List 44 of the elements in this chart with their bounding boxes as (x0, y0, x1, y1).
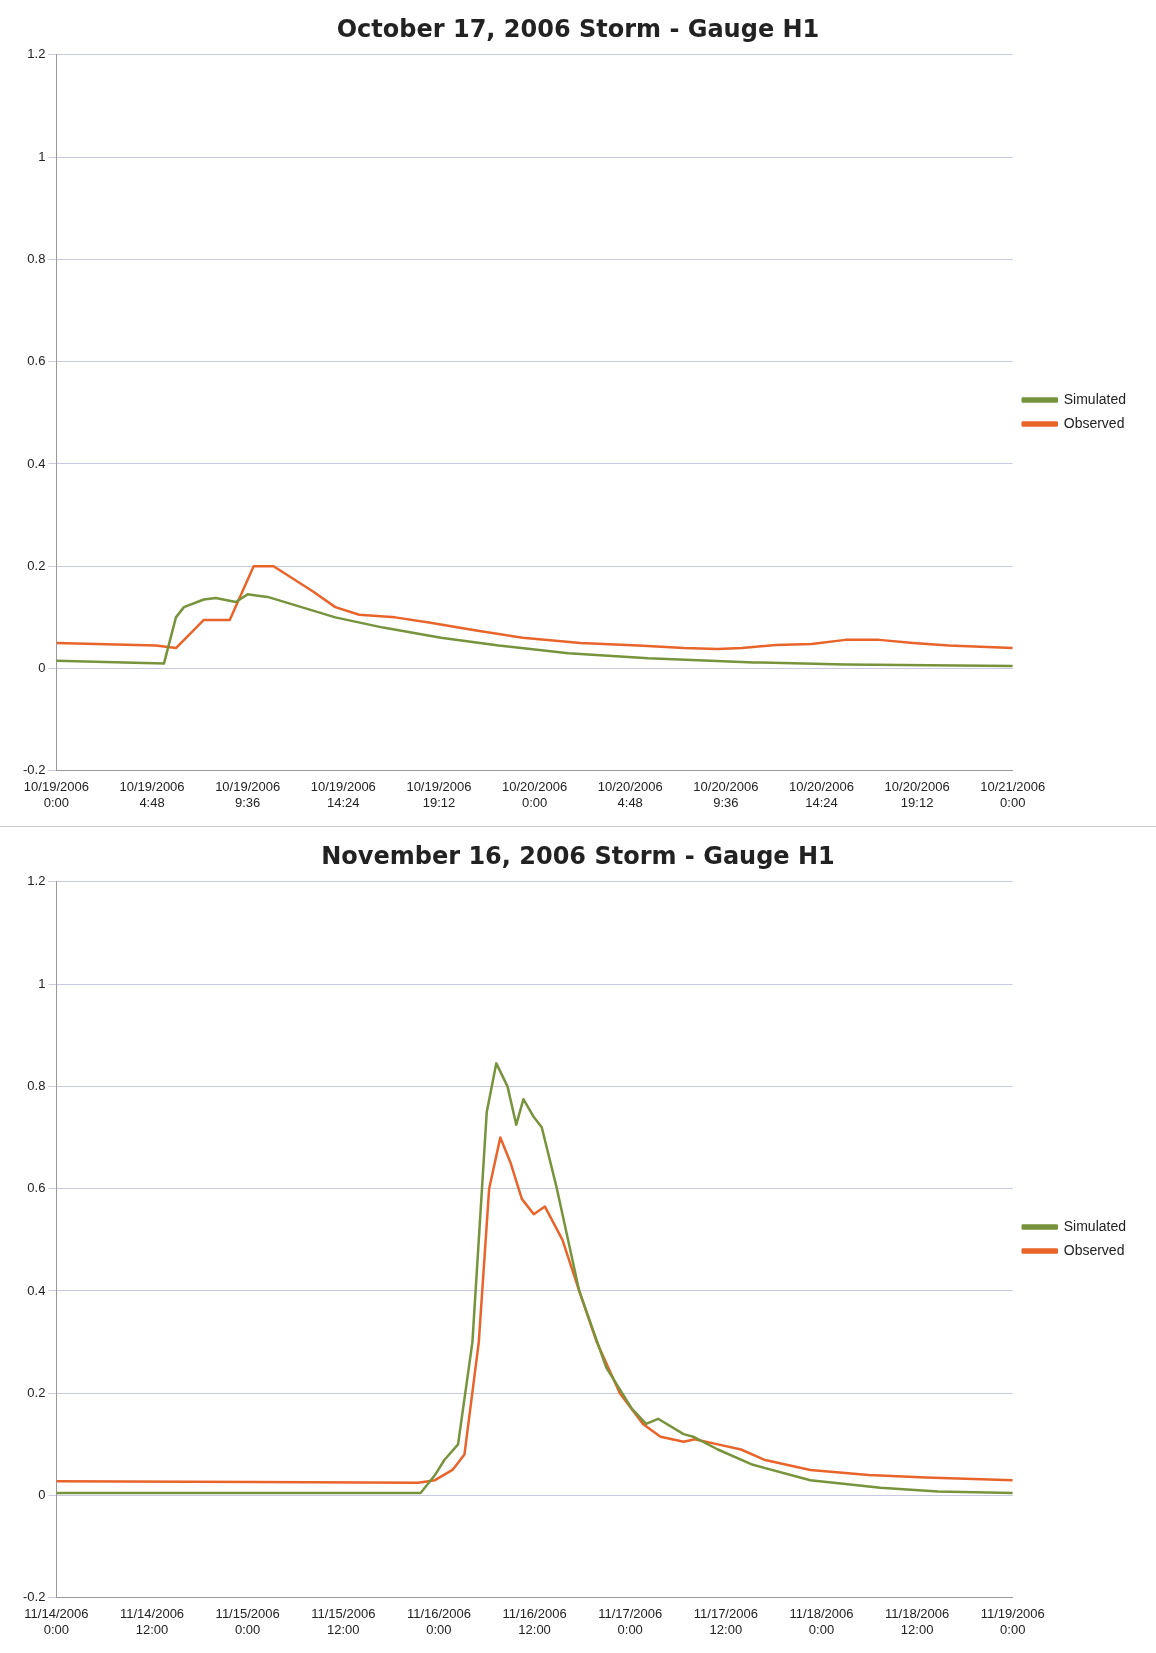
x-tick-label: 10/20/2006 4:48 (597, 779, 663, 810)
x-tick-label: 10/20/2006 14:24 (788, 779, 855, 810)
x-tick-label: 11/15/2006 12:00 (311, 1606, 376, 1637)
y-tick-label: 1.2 (27, 46, 46, 62)
y-tick-label: 0.2 (27, 1384, 46, 1400)
y-tick-label: 1 (38, 975, 46, 991)
chart-title: November 16, 2006 Storm - Gauge H1 (321, 841, 835, 870)
legend-label: Simulated (1063, 390, 1127, 407)
y-tick-label: -0.2 (22, 1589, 46, 1605)
legend-label: Observed (1063, 414, 1125, 431)
x-tick-label: 10/19/2006 19:12 (406, 779, 472, 810)
x-tick-label: 11/14/2006 12:00 (119, 1606, 185, 1637)
x-tick-label: 11/16/2006 0:00 (406, 1606, 471, 1637)
x-tick-label: 10/20/2006 9:36 (693, 779, 759, 810)
x-tick-label: 10/19/2006 14:24 (310, 779, 376, 810)
y-tick-label: 0.6 (27, 1180, 46, 1196)
x-tick-label: 10/20/2006 0:00 (502, 779, 568, 810)
y-tick-label: 1 (38, 148, 46, 164)
y-tick-label: 0 (38, 1487, 46, 1503)
x-tick-label: 11/14/2006 0:00 (24, 1606, 89, 1637)
y-tick-label: 0.8 (27, 250, 46, 266)
y-tick-label: 0.4 (27, 1282, 46, 1298)
x-tick-label: 10/21/2006 0:00 (980, 779, 1046, 810)
y-tick-label: 0 (38, 660, 46, 676)
x-tick-label: 11/18/2006 12:00 (885, 1606, 950, 1637)
x-tick-label: 10/19/2006 9:36 (215, 779, 281, 810)
y-tick-label: 0.4 (27, 455, 46, 471)
x-tick-label: 11/17/2006 12:00 (693, 1606, 758, 1637)
y-tick-label: 0.2 (27, 557, 46, 573)
x-tick-label: 11/18/2006 0:00 (789, 1606, 854, 1637)
y-tick-label: -0.2 (22, 762, 46, 778)
chart-title: October 17, 2006 Storm - Gauge H1 (336, 14, 820, 43)
x-tick-label: 10/19/2006 0:00 (23, 779, 89, 810)
legend-label: Observed (1063, 1241, 1125, 1258)
x-tick-label: 11/17/2006 0:00 (598, 1606, 663, 1637)
y-tick-label: 0.8 (27, 1077, 46, 1093)
x-tick-label: 11/16/2006 12:00 (502, 1606, 567, 1637)
y-tick-label: 0.6 (27, 353, 46, 369)
x-tick-label: 11/19/2006 0:00 (980, 1606, 1045, 1637)
legend-label: Simulated (1063, 1217, 1127, 1234)
x-tick-label: 11/15/2006 0:00 (215, 1606, 280, 1637)
x-tick-label: 10/20/2006 19:12 (884, 779, 950, 810)
x-tick-label: 10/19/2006 4:48 (119, 779, 185, 810)
y-tick-label: 1.2 (27, 873, 46, 889)
